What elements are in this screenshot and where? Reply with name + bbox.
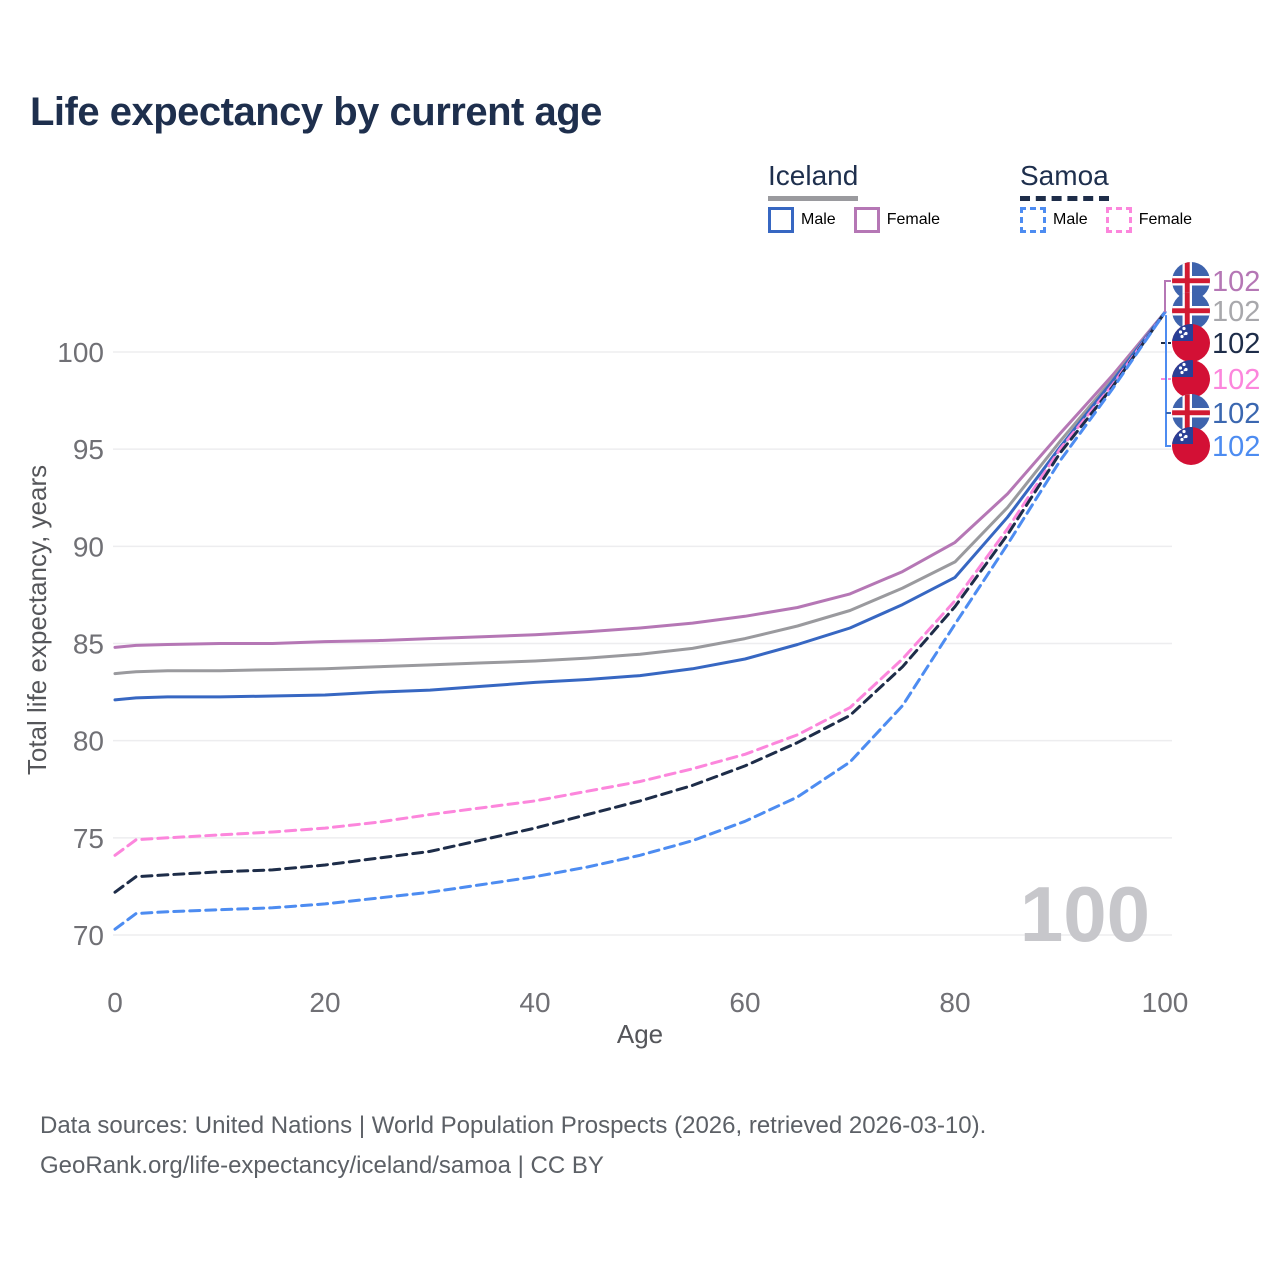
- y-tick-label: 85: [73, 629, 104, 660]
- legend-swatch-icon: [1105, 207, 1132, 233]
- legend-item-label: Female: [886, 211, 941, 228]
- end-value-label-iceland-all: 102: [1212, 296, 1260, 328]
- legend-item-label: Male: [1053, 211, 1088, 228]
- series-line-samoa-male[interactable]: [113, 310, 1167, 931]
- x-tick-label: 80: [939, 987, 970, 1018]
- y-tick-label: 100: [57, 337, 104, 368]
- end-value-label-iceland-male: 102: [1212, 398, 1260, 430]
- end-value-label-iceland-female: 102: [1212, 266, 1260, 298]
- x-tick-label: 60: [729, 987, 760, 1018]
- y-axis-title: Total life expectancy, years: [22, 465, 52, 775]
- series-line-iceland-all[interactable]: [113, 310, 1167, 676]
- legend-swatch-icon: [768, 207, 794, 233]
- x-tick-label: 40: [519, 987, 550, 1018]
- end-value-label-samoa-all: 102: [1212, 328, 1260, 360]
- x-tick-label: 0: [107, 987, 123, 1018]
- y-tick-label: 80: [73, 726, 104, 757]
- legend-item-iceland-female[interactable]: Female: [853, 207, 941, 233]
- legend-item-label: Female: [1138, 211, 1193, 228]
- legend-item-samoa-male[interactable]: Male: [1020, 207, 1088, 233]
- series-line-iceland-female[interactable]: [113, 310, 1167, 649]
- x-tick-label: 100: [1142, 987, 1189, 1018]
- end-label-leader-line: [1165, 315, 1171, 447]
- legend-country-label: Iceland: [768, 160, 859, 201]
- legend-country-label: Samoa: [1020, 160, 1109, 201]
- legend-swatch-icon: [853, 207, 880, 233]
- iceland-flag-icon: [1172, 394, 1210, 432]
- legend-group-iceland: Iceland Male Female: [768, 160, 940, 233]
- data-source-attribution: Data sources: United Nations | World Pop…: [40, 1106, 986, 1186]
- y-tick-label: 90: [73, 531, 104, 562]
- series-line-samoa-all[interactable]: [113, 310, 1167, 894]
- x-tick-label: 20: [309, 987, 340, 1018]
- samoa-flag-icon: [1172, 324, 1210, 362]
- license-line: GeoRank.org/life-expectancy/iceland/samo…: [40, 1152, 604, 1179]
- end-label-leader-line: [1164, 280, 1171, 313]
- series-line-iceland-male[interactable]: [113, 310, 1167, 702]
- series-line-samoa-female[interactable]: [113, 310, 1167, 857]
- samoa-flag-icon: [1172, 427, 1210, 465]
- source-line: Data sources: United Nations | World Pop…: [40, 1112, 987, 1139]
- y-tick-label: 75: [73, 823, 104, 854]
- legend-item-iceland-male[interactable]: Male: [768, 207, 836, 233]
- end-value-label-samoa-female: 102: [1212, 364, 1260, 396]
- legend-swatch-icon: [1020, 207, 1046, 233]
- x-axis-title: Age: [617, 1019, 663, 1049]
- y-tick-label: 70: [73, 920, 104, 951]
- page-title: Life expectancy by current age: [30, 90, 602, 134]
- legend-item-samoa-female[interactable]: Female: [1105, 207, 1193, 233]
- end-value-label-samoa-male: 102: [1212, 431, 1260, 463]
- age-counter-watermark: 100: [1020, 870, 1150, 958]
- iceland-flag-icon: [1172, 292, 1210, 330]
- y-tick-label: 95: [73, 434, 104, 465]
- legend-group-samoa: Samoa Male Female: [1020, 160, 1192, 233]
- samoa-flag-icon: [1172, 360, 1210, 398]
- legend-item-label: Male: [801, 211, 836, 228]
